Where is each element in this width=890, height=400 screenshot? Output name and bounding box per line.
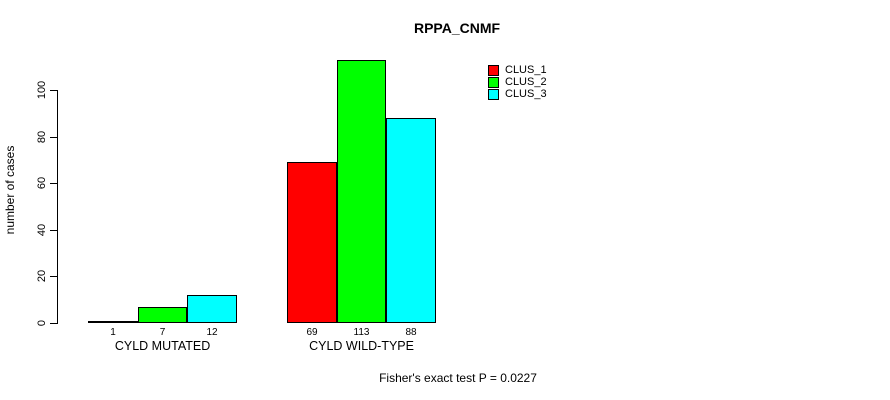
legend-swatch-icon xyxy=(488,76,499,88)
y-tick xyxy=(50,137,57,138)
legend-item-clus_1: CLUS_1 xyxy=(488,64,547,76)
y-tick-label: 40 xyxy=(36,223,48,237)
bar-value-label: 12 xyxy=(206,327,218,338)
legend-label: CLUS_3 xyxy=(505,88,547,100)
y-axis-line xyxy=(57,90,58,324)
annotation-text: Fisher's exact test P = 0.0227 xyxy=(379,371,537,385)
legend-item-clus_3: CLUS_3 xyxy=(488,88,547,100)
bar-clus_3-cyld-mutated xyxy=(187,295,237,323)
x-group-label: CYLD WILD-TYPE xyxy=(309,339,414,353)
chart-title: RPPA_CNMF xyxy=(413,20,501,36)
bar-value-label: 69 xyxy=(306,327,318,338)
legend-swatch-icon xyxy=(488,88,499,100)
y-tick-label: 60 xyxy=(36,176,48,190)
bar-clus_1-cyld-mutated xyxy=(88,321,138,323)
y-axis-label: number of cases xyxy=(3,145,17,235)
bar-value-label: 1 xyxy=(110,327,116,338)
bar-value-label: 88 xyxy=(405,327,417,338)
bar-value-label: 113 xyxy=(353,327,370,338)
legend-item-clus_2: CLUS_2 xyxy=(488,76,547,88)
legend-label: CLUS_2 xyxy=(505,76,547,88)
y-tick xyxy=(50,323,57,324)
y-tick-label: 0 xyxy=(36,319,48,327)
legend: CLUS_1 CLUS_2 CLUS_3 xyxy=(488,64,547,100)
y-tick-label: 20 xyxy=(36,269,48,283)
bar-value-label: 7 xyxy=(159,327,166,338)
bar-clus_2-cyld-mutated xyxy=(138,307,187,323)
y-tick-label: 80 xyxy=(36,130,48,144)
y-tick xyxy=(50,230,57,231)
legend-swatch-icon xyxy=(488,64,499,76)
legend-label: CLUS_1 xyxy=(505,64,547,76)
bar-clus_3-cyld-wild-type xyxy=(386,118,436,323)
y-tick xyxy=(50,183,57,184)
y-tick-label: 100 xyxy=(36,80,48,100)
bar-clus_2-cyld-wild-type xyxy=(337,60,386,323)
bar-clus_1-cyld-wild-type xyxy=(287,162,337,323)
y-tick xyxy=(50,276,57,277)
x-group-label: CYLD MUTATED xyxy=(114,339,211,353)
y-tick xyxy=(50,90,57,91)
